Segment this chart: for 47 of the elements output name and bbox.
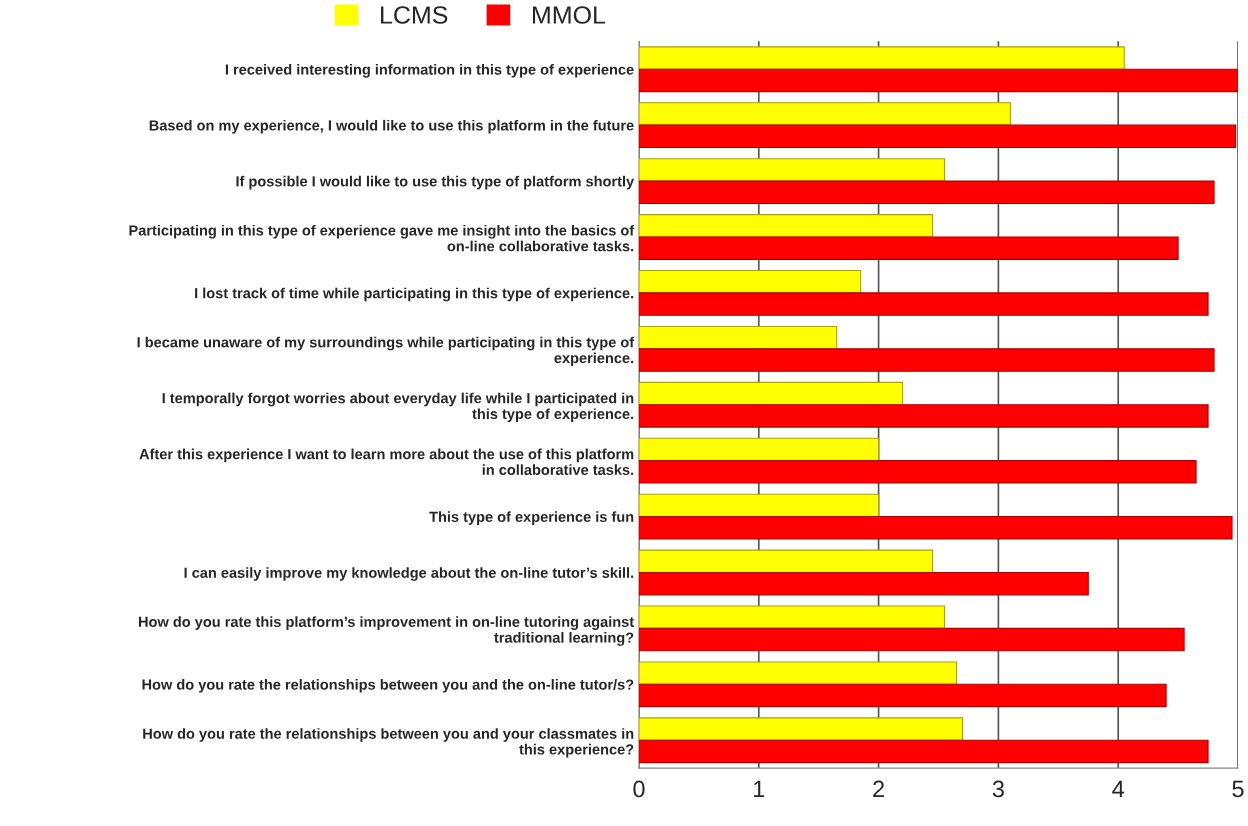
bar [638,46,1125,70]
x-tick-label: 1 [754,780,765,798]
x-tick-label: 0 [633,780,645,798]
y-tick-label: I received interesting information in this type of experience [225,63,634,78]
bar [638,404,1209,428]
bar [638,180,1215,205]
bar [638,516,1233,540]
y-tick-label: How do you rate the relationships between you and the on-line tutor/s? [142,679,634,693]
bar [638,571,1089,596]
bar [638,325,838,350]
y-tick-label: I can easily improve my knowledge about the on-line tutor’s skill. [184,567,634,581]
bar [638,460,1197,484]
legend-label: LCMS [381,6,448,24]
y-tick-label: I lost track of time while participating in this type of experience. [195,287,634,302]
y-tick-label: This type of experience is fun [429,511,634,525]
y-tick-label: After this experience I want to learn more about the use of this platform in collaborative tasks. [139,448,634,475]
y-tick-label: Based on my experience, I would like to use this platform in the future [149,119,634,134]
y-tick-label: I temporally forgot worries about everyday life while I participated in this type of experience. [162,392,634,422]
bar [638,158,946,182]
bar [638,269,862,294]
bar [638,214,934,238]
bar [638,549,934,574]
x-tick-label: 2 [873,780,884,798]
bar [638,605,946,629]
y-tick-label: If possible I would like to use this type of platform shortly [236,175,635,190]
bar [638,493,880,518]
y-tick-label: How do you rate the relationships between you and your classmates in this experience? [143,728,634,758]
bar [638,292,1209,316]
legend-label: MMOL [532,6,606,24]
x-tick-label: 4 [1112,780,1125,798]
bar [638,661,958,685]
bar [638,102,1011,126]
bar [638,124,1237,149]
bar [638,739,1209,764]
y-tick-label: Participating in this type of experience gave me insight into the basics of on-line collaborative tasks. [129,224,635,252]
bar [638,683,1167,708]
x-tick-label: 3 [992,780,1004,798]
y-tick-label: How do you rate this platform’s improvement in on-line tutoring against traditional learning? [139,616,634,646]
bar [638,627,1185,652]
y-tick-label: I became unaware of my surroundings while participating in this type of experience. [137,336,635,367]
bar [638,717,964,741]
bar [638,348,1215,372]
bar [638,68,1239,93]
bar [638,381,904,406]
bar [638,437,880,462]
x-tick-label: 5 [1232,780,1244,798]
bar [638,236,1179,260]
